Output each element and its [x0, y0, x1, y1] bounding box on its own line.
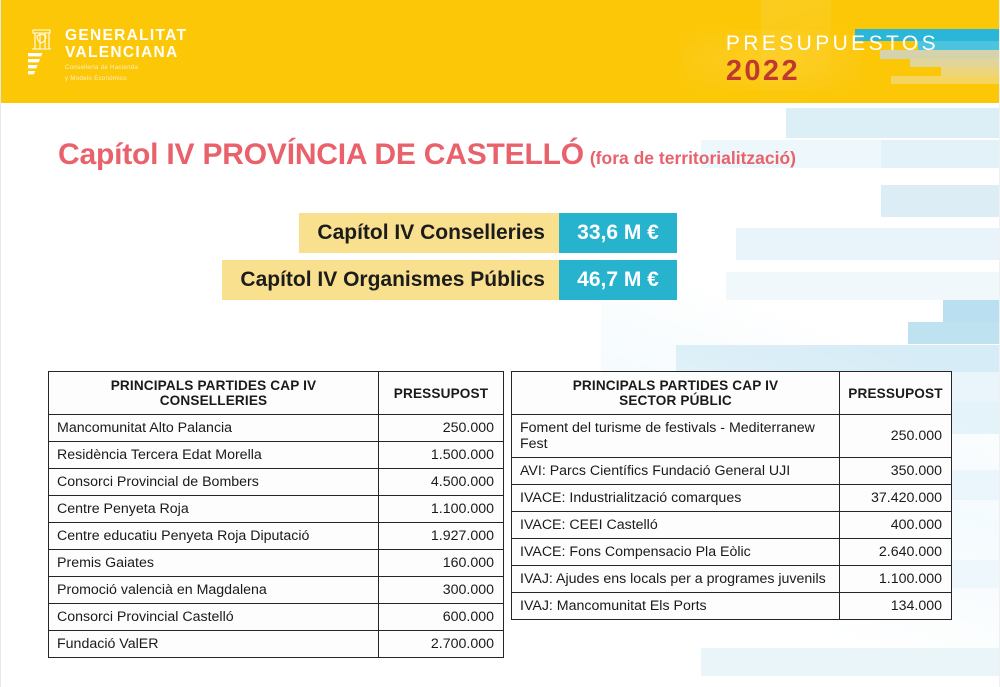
summary-value-organismes: 46,7 M € [559, 260, 677, 300]
header-stripe-pale-2 [891, 76, 999, 84]
logo-subtitle-line-1: Conselleria de Hacienda [65, 64, 139, 71]
table-row: IVACE: CEEI Castelló 400.000 [511, 511, 952, 539]
table-row: IVAJ: Mancomunitat Els Ports 134.000 [511, 592, 952, 620]
cell-amount: 600.000 [378, 603, 504, 631]
col-header-concept-line-1: PRINCIPALS PARTIDES CAP IV [572, 378, 779, 393]
cell-amount: 400.000 [839, 511, 952, 539]
table-row: Centre Penyeta Roja 1.100.000 [48, 495, 504, 523]
table-row: Consorci Provincial Castelló 600.000 [48, 603, 504, 631]
cell-concept: IVAJ: Ajudes ens locals per a programes … [511, 565, 840, 593]
table-row: Premis Gaiates 160.000 [48, 549, 504, 577]
cell-concept: Fundació ValER [48, 630, 379, 658]
col-header-budget: PRESSUPOST [378, 371, 504, 415]
cell-amount: 350.000 [839, 457, 952, 485]
summary-boxes: Capítol IV Conselleries 33,6 M € Capítol… [1, 213, 677, 307]
table-row: IVACE: Industrialització comarques 37.42… [511, 484, 952, 512]
cell-concept: Premis Gaiates [48, 549, 379, 577]
cell-concept: IVAJ: Mancomunitat Els Ports [511, 592, 840, 620]
table-row: Fundació ValER 2.700.000 [48, 630, 504, 658]
header-stripe-cyan-2 [918, 41, 999, 50]
cell-concept: AVI: Parcs Científics Fundació General U… [511, 457, 840, 485]
summary-row-organismes: Capítol IV Organismes Públics 46,7 M € [1, 260, 677, 300]
cell-amount: 160.000 [378, 549, 504, 577]
col-header-concept: PRINCIPALS PARTIDES CAP IV SECTOR PÚBLIC [511, 371, 840, 415]
summary-value-conselleries: 33,6 M € [559, 213, 677, 253]
cell-amount: 300.000 [378, 576, 504, 604]
logo-text-block: GENERALITAT VALENCIANA Conselleria de Ha… [65, 27, 187, 83]
table-row: Residència Tercera Edat Morella 1.500.00… [48, 441, 504, 469]
cell-amount: 1.100.000 [839, 565, 952, 593]
slide-header: GENERALITAT VALENCIANA Conselleria de Ha… [1, 0, 999, 103]
table-row: IVAJ: Ajudes ens locals per a programes … [511, 565, 952, 593]
budget-year: 2022 [725, 55, 800, 87]
header-stripe-gray-1 [880, 50, 999, 59]
table-header-row: PRINCIPALS PARTIDES CAP IV SECTOR PÚBLIC… [511, 371, 952, 415]
generalitat-valenciana-shield-icon [28, 29, 51, 75]
cell-concept: IVACE: Fons Compensacio Pla Eòlic [511, 538, 840, 566]
page-title: Capítol IV PROVÍNCIA DE CASTELLÓ (fora de… [58, 138, 796, 172]
cell-amount: 1.100.000 [378, 495, 504, 523]
table-row: AVI: Parcs Científics Fundació General U… [511, 457, 952, 485]
logo-subtitle-line-2: y Modelo Económico [65, 75, 127, 82]
summary-label-conselleries: Capítol IV Conselleries [299, 213, 559, 253]
table-conselleries: PRINCIPALS PARTIDES CAP IV CONSELLERIES … [48, 371, 504, 658]
cell-concept: Mancomunitat Alto Palancia [48, 414, 379, 442]
table-row: Mancomunitat Alto Palancia 250.000 [48, 414, 504, 442]
generalitat-valenciana-logo: GENERALITAT VALENCIANA Conselleria de Ha… [28, 27, 187, 83]
cell-concept: Centre Penyeta Roja [48, 495, 379, 523]
summary-row-conselleries: Capítol IV Conselleries 33,6 M € [1, 213, 677, 253]
page-title-main: Capítol IV PROVÍNCIA DE CASTELLÓ [58, 138, 584, 171]
cell-amount: 4.500.000 [378, 468, 504, 496]
cell-amount: 250.000 [839, 414, 952, 458]
cell-amount: 1.927.000 [378, 522, 504, 550]
cell-amount: 1.500.000 [378, 441, 504, 469]
cell-concept: Centre educatiu Penyeta Roja Diputació [48, 522, 379, 550]
cell-concept: Foment del turisme de festivals - Medite… [511, 414, 840, 458]
logo-line-1: GENERALITAT [65, 27, 188, 44]
logo-line-2: VALENCIANA [65, 43, 179, 61]
cell-concept: Consorci Provincial de Bombers [48, 468, 379, 496]
cell-amount: 2.700.000 [378, 630, 504, 658]
cell-concept: IVACE: Industrialització comarques [511, 484, 840, 512]
header-stripe-cyan-1 [855, 29, 999, 41]
budget-branding: PRESUPUESTOS 2022 [726, 32, 939, 86]
cell-concept: Residència Tercera Edat Morella [48, 441, 379, 469]
header-stripe-warm-glow [681, 30, 861, 90]
cell-amount: 250.000 [378, 414, 504, 442]
table-header-row: PRINCIPALS PARTIDES CAP IV CONSELLERIES … [48, 371, 504, 415]
summary-label-organismes: Capítol IV Organismes Públics [222, 260, 559, 300]
col-header-concept-line-2: SECTOR PÚBLIC [619, 393, 732, 408]
table-row: Foment del turisme de festivals - Medite… [511, 414, 952, 458]
cell-concept: IVACE: CEEI Castelló [511, 511, 840, 539]
cell-concept: Consorci Provincial Castelló [48, 603, 379, 631]
page-title-suffix: (fora de territorialització) [589, 148, 797, 168]
table-row: Centre educatiu Penyeta Roja Diputació 1… [48, 522, 504, 550]
header-stripe-gray-2 [910, 59, 999, 67]
table-row: Consorci Provincial de Bombers 4.500.000 [48, 468, 504, 496]
table-sector-public: PRINCIPALS PARTIDES CAP IV SECTOR PÚBLIC… [511, 371, 952, 620]
cell-amount: 134.000 [839, 592, 952, 620]
col-header-budget: PRESSUPOST [839, 371, 952, 415]
cell-concept: Promoció valencià en Magdalena [48, 576, 379, 604]
cell-amount: 2.640.000 [839, 538, 952, 566]
col-header-concept: PRINCIPALS PARTIDES CAP IV CONSELLERIES [48, 371, 379, 415]
table-row: IVACE: Fons Compensacio Pla Eòlic 2.640.… [511, 538, 952, 566]
table-row: Promoció valencià en Magdalena 300.000 [48, 576, 504, 604]
cell-amount: 37.420.000 [839, 484, 952, 512]
header-stripe-pale-1 [941, 67, 999, 76]
budget-word: PRESUPUESTOS [725, 32, 939, 55]
